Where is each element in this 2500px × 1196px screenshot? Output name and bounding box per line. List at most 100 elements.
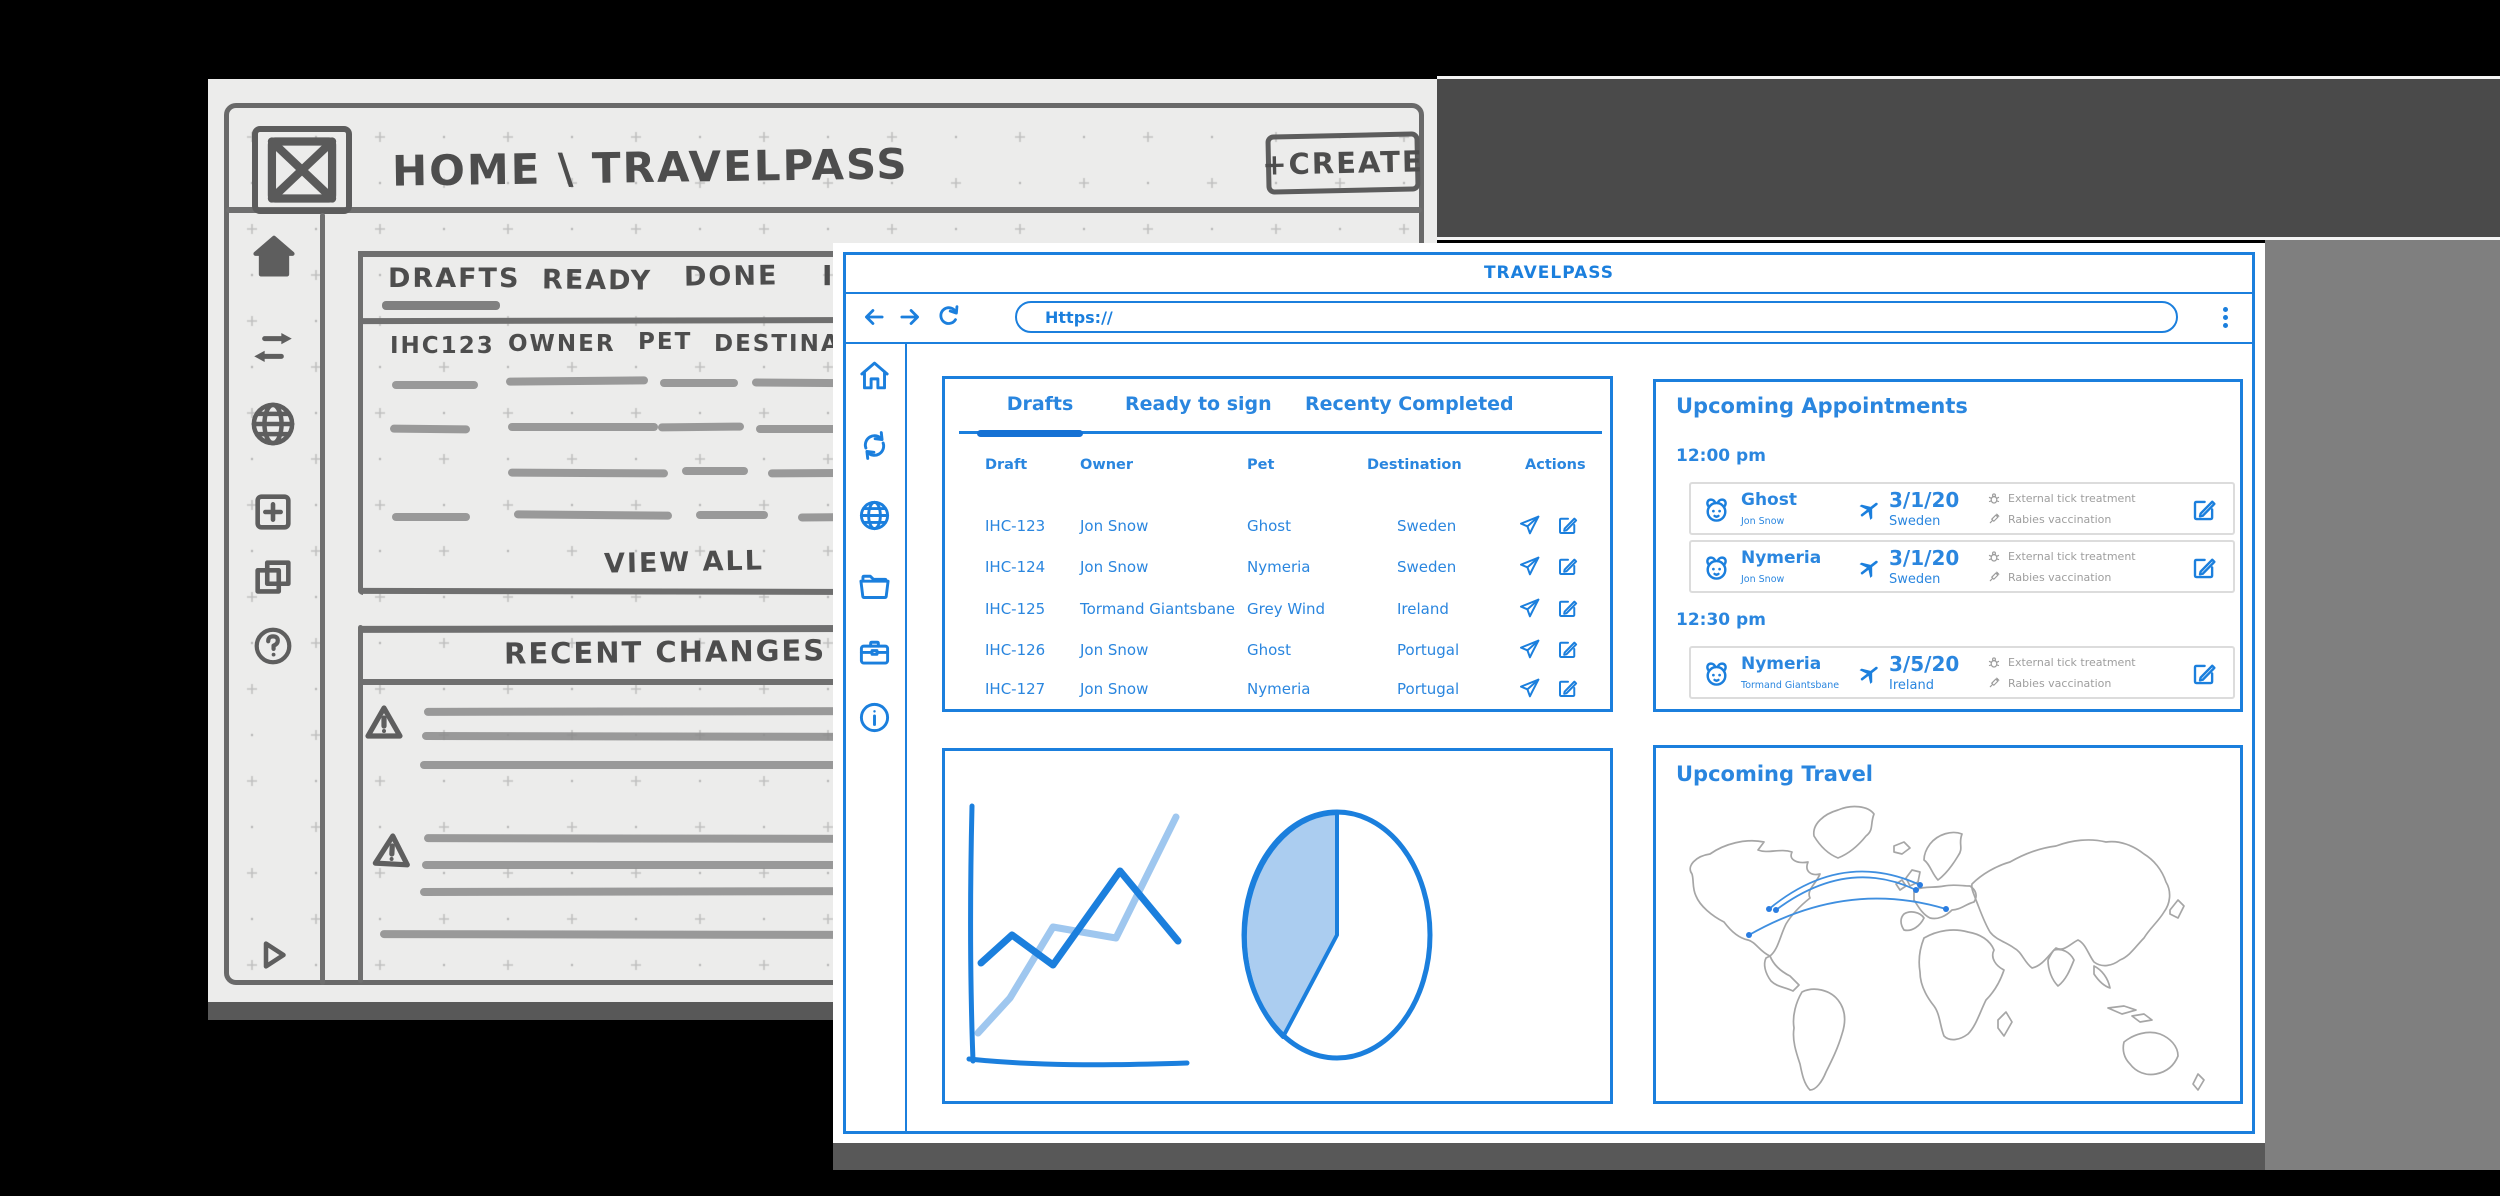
- scribble: [507, 468, 669, 478]
- time-label: 12:00 pm: [1676, 446, 1766, 466]
- send-icon[interactable]: [1517, 513, 1542, 538]
- col-header-actions: Actions: [1525, 457, 1586, 473]
- globe-icon[interactable]: [856, 497, 893, 534]
- scribble: [756, 425, 904, 433]
- active-tab-indicator: [977, 430, 1083, 437]
- cell-destination: Sweden: [1397, 517, 1457, 535]
- back-arrow-icon[interactable]: [861, 304, 887, 330]
- cell-pet: Grey Wind: [1247, 600, 1326, 618]
- sketch-col-pet: PET: [638, 329, 693, 355]
- home-icon[interactable]: [856, 357, 893, 394]
- syringe-icon: [1987, 512, 2001, 526]
- sketch-tab-drafts: DRAFTS: [388, 263, 521, 294]
- travelpass-app-window: TRAVELPASS Https://: [833, 243, 2265, 1143]
- cell-pet: Nymeria: [1247, 558, 1311, 576]
- card-owner: Jon Snow: [1741, 516, 1785, 527]
- tick-icon: [1987, 655, 2001, 669]
- tabs-underline: [959, 431, 1602, 434]
- syringe-icon: [1987, 676, 2001, 690]
- cell-owner: Tormand Giantsbane: [1080, 600, 1235, 618]
- edit-icon[interactable]: [1555, 676, 1580, 701]
- cell-destination: Sweden: [1397, 558, 1457, 576]
- edit-icon[interactable]: [1555, 513, 1580, 538]
- send-icon[interactable]: [1517, 554, 1542, 579]
- cell-destination: Portugal: [1397, 641, 1460, 659]
- sketch-header-divider: [226, 207, 1422, 213]
- sketch-tab-done: DONE: [683, 260, 779, 293]
- info-icon[interactable]: [856, 699, 893, 736]
- scribble: [392, 381, 478, 389]
- appointment-card: Nymeria Tormand Giantsbane 3/5/20 Irelan…: [1689, 646, 2235, 699]
- cell-pet: Ghost: [1247, 641, 1292, 659]
- drafts-panel: Drafts Ready to sign Recenty Completed D…: [942, 376, 1613, 712]
- card-pet-name: Nymeria: [1741, 548, 1822, 568]
- matte-top-white-line: [1437, 76, 2500, 79]
- cell-owner: Jon Snow: [1080, 641, 1149, 659]
- send-icon[interactable]: [1517, 676, 1542, 701]
- sketch-tab-underline: [382, 301, 500, 310]
- edit-icon[interactable]: [2189, 659, 2219, 689]
- edit-icon[interactable]: [1555, 637, 1580, 662]
- copy-icon: [250, 555, 296, 601]
- warning-icon: [360, 699, 408, 747]
- cell-destination: Ireland: [1397, 600, 1449, 618]
- world-map: [1689, 805, 2205, 1091]
- url-text: Https://: [1045, 307, 1113, 327]
- send-icon[interactable]: [1517, 596, 1542, 621]
- airplane-icon: [1852, 655, 1888, 691]
- browserbar-divider: [843, 342, 2255, 344]
- sketch-create-button: +CREATE: [1262, 131, 1424, 195]
- sketch-view-all: VIEW ALL: [603, 545, 765, 580]
- col-header-owner: Owner: [1080, 457, 1134, 473]
- window-bottom-shadow: [833, 1143, 2265, 1170]
- cell-draft: IHC-125: [985, 600, 1046, 618]
- window-title: TRAVELPASS: [1483, 263, 1615, 283]
- sketch-recent-box-left: [358, 625, 363, 983]
- cell-draft: IHC-124: [985, 558, 1046, 576]
- refresh-icon[interactable]: [935, 303, 962, 330]
- card-owner: Jon Snow: [1741, 574, 1785, 585]
- treatment-row: Rabies vaccination: [1987, 512, 2111, 526]
- col-header-destination: Destination: [1367, 457, 1462, 473]
- sync-icon[interactable]: [856, 427, 893, 464]
- scribble: [505, 376, 649, 386]
- treatment-label: External tick treatment: [2008, 549, 2136, 563]
- sketch-drafts-box-left: [358, 251, 363, 595]
- treatment-row: External tick treatment: [1987, 549, 2136, 563]
- matte-mid-white-line: [1437, 237, 2500, 240]
- card-date: 3/1/20: [1889, 546, 1960, 570]
- treatment-label: External tick treatment: [2008, 491, 2136, 505]
- tab-ready-to-sign[interactable]: Ready to sign: [1125, 393, 1272, 415]
- scribble: [513, 510, 673, 520]
- cell-draft: IHC-127: [985, 680, 1046, 698]
- edit-icon[interactable]: [2189, 553, 2219, 583]
- edit-icon[interactable]: [1555, 596, 1580, 621]
- x-placeholder-icon: [267, 137, 337, 203]
- card-destination: Sweden: [1889, 514, 1941, 529]
- cell-owner: Jon Snow: [1080, 517, 1149, 535]
- folder-icon[interactable]: [856, 567, 893, 604]
- pet-face-icon: [1701, 553, 1732, 584]
- flight-arcs: [1746, 870, 1949, 938]
- send-icon[interactable]: [1517, 637, 1542, 662]
- warning-icon: [367, 826, 417, 876]
- tab-drafts[interactable]: Drafts: [1006, 393, 1074, 415]
- cell-owner: Jon Snow: [1080, 680, 1149, 698]
- url-bar[interactable]: Https://: [1015, 301, 2178, 333]
- appointments-title: Upcoming Appointments: [1676, 394, 1968, 418]
- kebab-menu-icon[interactable]: [2223, 304, 2228, 331]
- charts-panel: [942, 748, 1613, 1104]
- sketch-col-owner: OWNER: [508, 331, 616, 357]
- forward-arrow-icon[interactable]: [897, 304, 923, 330]
- edit-icon[interactable]: [1555, 554, 1580, 579]
- briefcase-icon[interactable]: [856, 633, 893, 670]
- card-date: 3/5/20: [1889, 652, 1960, 676]
- titlebar-divider: [843, 292, 2255, 294]
- travel-title: Upcoming Travel: [1676, 762, 1874, 786]
- sketch-tab-ready: READY: [541, 264, 653, 297]
- treatment-row: Rabies vaccination: [1987, 676, 2111, 690]
- card-destination: Sweden: [1889, 572, 1941, 587]
- edit-icon[interactable]: [2189, 495, 2219, 525]
- tab-recently-completed[interactable]: Recenty Completed: [1305, 393, 1514, 415]
